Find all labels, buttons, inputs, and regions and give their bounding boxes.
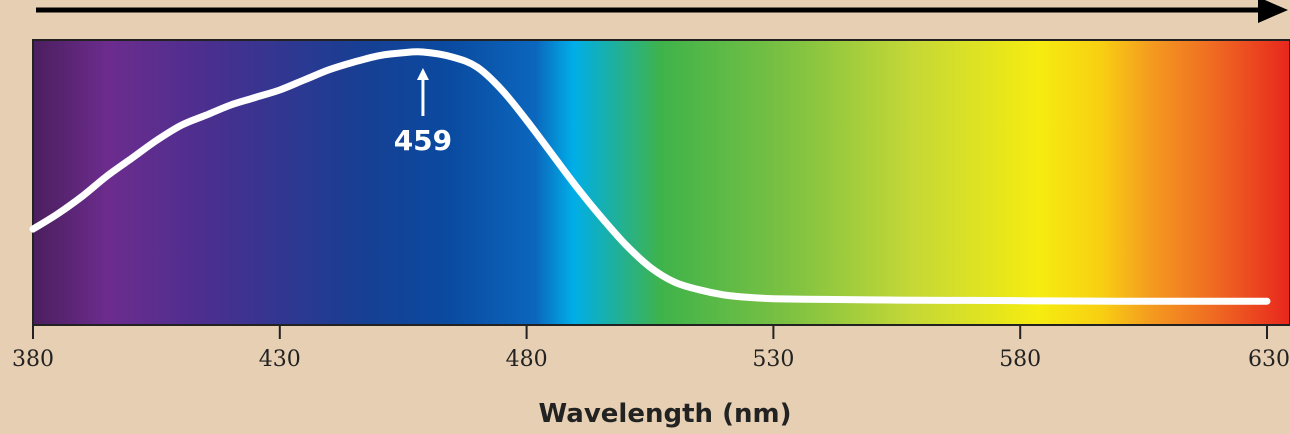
x-tick-label: 530 [752, 347, 794, 372]
x-axis-title: Wavelength (nm) [539, 399, 792, 429]
x-tick-label: 380 [12, 347, 54, 372]
peak-annotation: 459 [394, 68, 452, 157]
x-tick-label: 480 [506, 347, 548, 372]
x-tick-label: 630 [1248, 347, 1290, 372]
x-tick-label: 430 [259, 347, 301, 372]
x-tick-label: 580 [999, 347, 1041, 372]
peak-arrow-up-icon [416, 68, 429, 80]
absorbance-curve [29, 48, 1271, 305]
peak-label: 459 [394, 124, 452, 157]
top-arrow-head-icon [1258, 0, 1288, 23]
spectrum-plot-area [32, 39, 1290, 326]
x-axis-ticks: 380 430 480 530 580 630 [12, 325, 1290, 372]
